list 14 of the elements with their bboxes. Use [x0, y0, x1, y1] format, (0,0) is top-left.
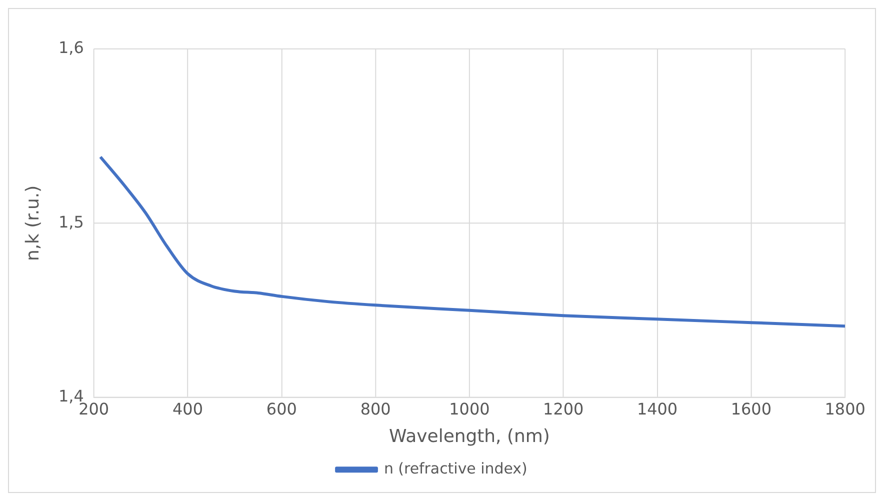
x-tick-label: 600: [266, 399, 297, 418]
line-series: [98, 155, 846, 328]
x-axis-title: Wavelength, (nm): [389, 426, 550, 448]
x-tick-label: 800: [360, 399, 391, 418]
y-tick-label: 1,5: [58, 212, 84, 232]
x-tick-label: 1400: [636, 399, 678, 418]
x-tick-label: 400: [172, 399, 203, 418]
y-tick-label: 1,6: [58, 38, 84, 57]
legend-label: n (refractive index): [384, 459, 528, 478]
x-tick-label: 1800: [824, 399, 866, 418]
x-tick-label: 1200: [543, 399, 584, 418]
y-axis-title: n,k (r.u.): [22, 185, 44, 262]
x-tick-label: 1600: [730, 399, 772, 418]
x-tick-label: 1000: [449, 399, 490, 418]
